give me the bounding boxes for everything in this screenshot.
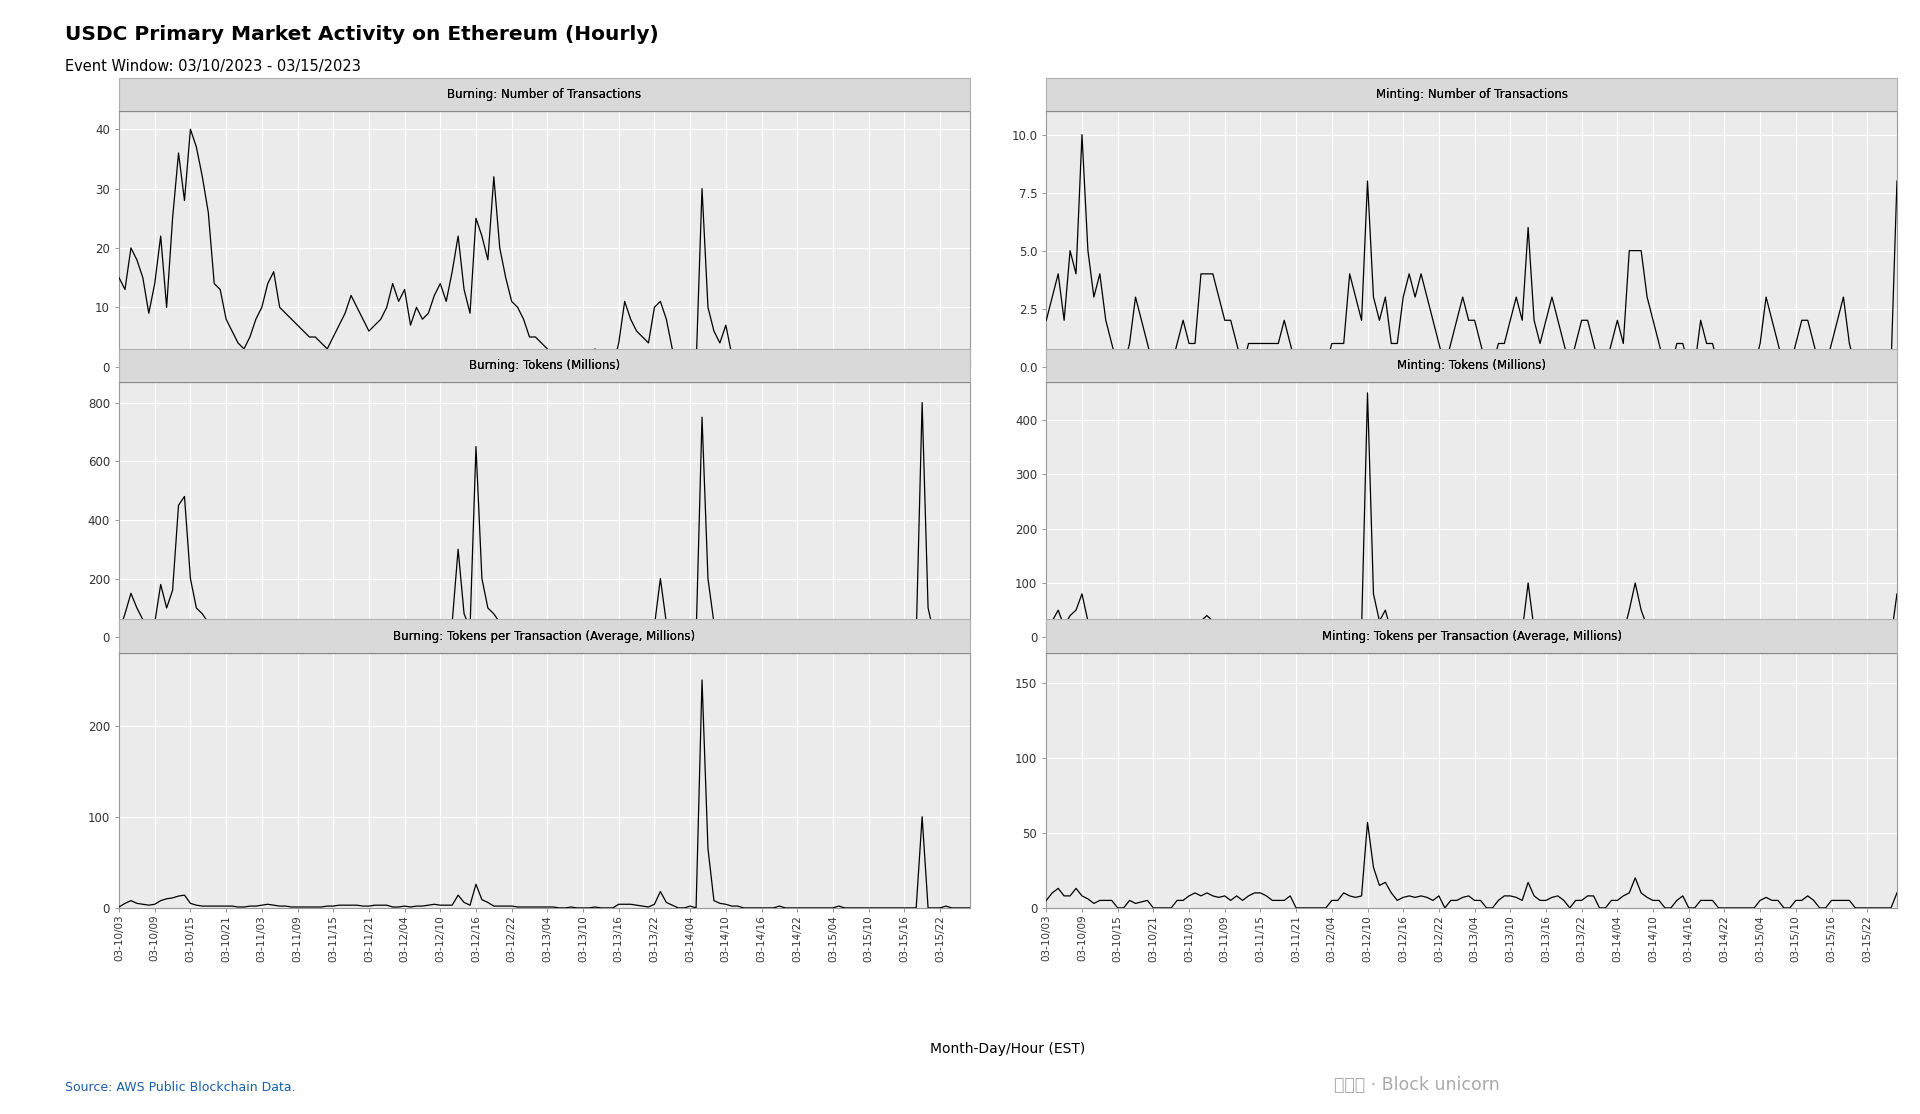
Text: Event Window: 03/10/2023 - 03/15/2023: Event Window: 03/10/2023 - 03/15/2023 <box>65 59 361 74</box>
Text: Burning: Tokens per Transaction (Average, Millions): Burning: Tokens per Transaction (Average… <box>394 629 695 643</box>
Bar <box>119 619 970 653</box>
Text: Minting: Tokens (Millions): Minting: Tokens (Millions) <box>1398 359 1546 372</box>
Bar <box>1046 78 1897 111</box>
Text: Burning: Number of Transactions: Burning: Number of Transactions <box>447 88 641 101</box>
Bar <box>119 78 970 111</box>
Text: Burning: Tokens per Transaction (Average, Millions): Burning: Tokens per Transaction (Average… <box>394 629 695 643</box>
Text: Source: AWS Public Blockchain Data.: Source: AWS Public Blockchain Data. <box>65 1081 296 1094</box>
Text: USDC Primary Market Activity on Ethereum (Hourly): USDC Primary Market Activity on Ethereum… <box>65 25 659 43</box>
Text: 公众号 · Block unicorn: 公众号 · Block unicorn <box>1334 1076 1500 1094</box>
Text: Burning: Tokens (Millions): Burning: Tokens (Millions) <box>468 359 620 372</box>
Text: Minting: Tokens per Transaction (Average, Millions): Minting: Tokens per Transaction (Average… <box>1321 629 1622 643</box>
Text: Month-Day/Hour (EST): Month-Day/Hour (EST) <box>931 1042 1085 1056</box>
Bar <box>119 349 970 382</box>
Bar <box>1046 619 1897 653</box>
Text: Minting: Number of Transactions: Minting: Number of Transactions <box>1375 88 1567 101</box>
Text: Minting: Tokens (Millions): Minting: Tokens (Millions) <box>1398 359 1546 372</box>
Bar <box>1046 349 1897 382</box>
Text: Minting: Tokens per Transaction (Average, Millions): Minting: Tokens per Transaction (Average… <box>1321 629 1622 643</box>
Text: Burning: Tokens (Millions): Burning: Tokens (Millions) <box>468 359 620 372</box>
Text: Minting: Number of Transactions: Minting: Number of Transactions <box>1375 88 1567 101</box>
Text: Burning: Number of Transactions: Burning: Number of Transactions <box>447 88 641 101</box>
